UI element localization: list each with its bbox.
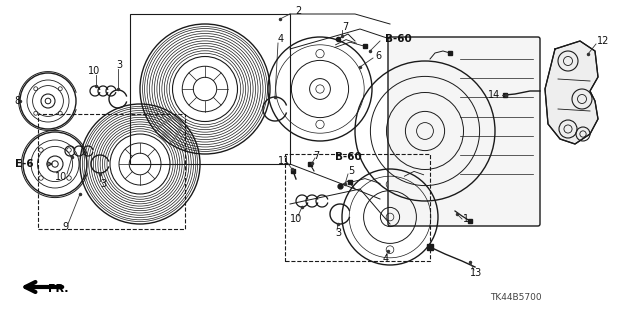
Text: 6: 6: [375, 51, 381, 61]
Text: 2: 2: [295, 6, 301, 16]
Text: B-60: B-60: [335, 152, 362, 162]
FancyBboxPatch shape: [388, 37, 540, 226]
Text: 3: 3: [116, 60, 122, 70]
Bar: [285, 154, 430, 261]
Text: 12: 12: [597, 36, 609, 46]
Text: 7: 7: [342, 22, 348, 32]
Text: TK44B5700: TK44B5700: [490, 293, 541, 301]
Text: 4: 4: [278, 34, 284, 44]
Text: 13: 13: [470, 268, 483, 278]
Text: 10: 10: [55, 172, 67, 182]
Text: 5: 5: [348, 166, 355, 176]
Polygon shape: [545, 41, 598, 144]
Text: 3: 3: [335, 228, 341, 238]
Text: E-6: E-6: [15, 159, 34, 169]
Bar: [130, 14, 290, 164]
Text: 3: 3: [100, 179, 106, 189]
Text: 11: 11: [278, 156, 291, 166]
Text: B-60: B-60: [385, 34, 412, 44]
Text: 7: 7: [313, 151, 319, 161]
Text: 1: 1: [463, 214, 469, 224]
Text: 10: 10: [290, 214, 302, 224]
Text: 8: 8: [14, 96, 20, 106]
Text: 9: 9: [62, 222, 68, 232]
Text: 14: 14: [488, 90, 500, 100]
Bar: [38, 114, 185, 229]
Text: 4: 4: [383, 254, 389, 264]
Text: 10: 10: [88, 66, 100, 76]
Text: FR.: FR.: [48, 284, 68, 294]
